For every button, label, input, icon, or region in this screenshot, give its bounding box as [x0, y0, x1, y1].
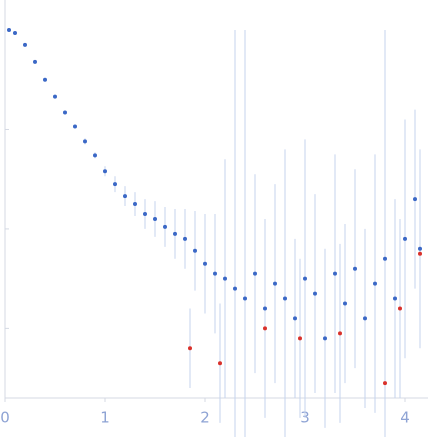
data-point	[383, 256, 387, 261]
data-point	[43, 77, 47, 82]
data-point	[33, 59, 37, 64]
data-point	[153, 216, 157, 221]
data-point	[363, 316, 367, 321]
data-point	[413, 197, 417, 202]
data-point	[263, 326, 267, 331]
data-point	[63, 110, 67, 115]
data-point	[418, 251, 422, 256]
data-point	[113, 182, 117, 187]
data-point	[338, 331, 342, 336]
x-tick-label: 0	[0, 409, 10, 427]
x-tick-label: 4	[400, 409, 410, 427]
data-point	[403, 236, 407, 241]
data-point	[253, 271, 257, 276]
data-point	[93, 153, 97, 158]
data-point	[203, 261, 207, 266]
data-point	[353, 266, 357, 271]
data-point	[383, 381, 387, 386]
data-point	[233, 286, 237, 291]
data-point	[188, 346, 192, 351]
data-point	[213, 271, 217, 276]
data-point	[218, 361, 222, 366]
data-point	[73, 124, 77, 129]
data-point	[323, 336, 327, 341]
data-point	[273, 281, 277, 286]
data-point	[283, 296, 287, 301]
data-point	[263, 306, 267, 311]
data-point	[223, 276, 227, 281]
data-point	[343, 301, 347, 306]
data-point	[23, 42, 27, 47]
data-point	[193, 248, 197, 253]
x-tick-label: 1	[100, 409, 110, 427]
data-point	[293, 316, 297, 321]
data-point	[298, 336, 302, 341]
data-point	[103, 169, 107, 174]
data-point	[13, 30, 17, 35]
data-point	[7, 28, 11, 32]
data-point	[313, 291, 317, 296]
data-point	[398, 306, 402, 311]
data-point	[173, 231, 177, 236]
data-point	[393, 296, 397, 301]
data-point	[53, 94, 57, 99]
data-point	[143, 212, 147, 216]
data-point	[418, 246, 422, 251]
data-point	[303, 276, 307, 281]
x-tick-label: 2	[200, 409, 210, 427]
data-point	[133, 202, 137, 207]
data-point	[83, 139, 87, 144]
data-point	[163, 224, 167, 229]
data-point	[243, 296, 247, 301]
data-point	[373, 281, 377, 286]
data-point	[183, 236, 187, 241]
data-point	[333, 271, 337, 276]
data-point	[123, 194, 127, 199]
